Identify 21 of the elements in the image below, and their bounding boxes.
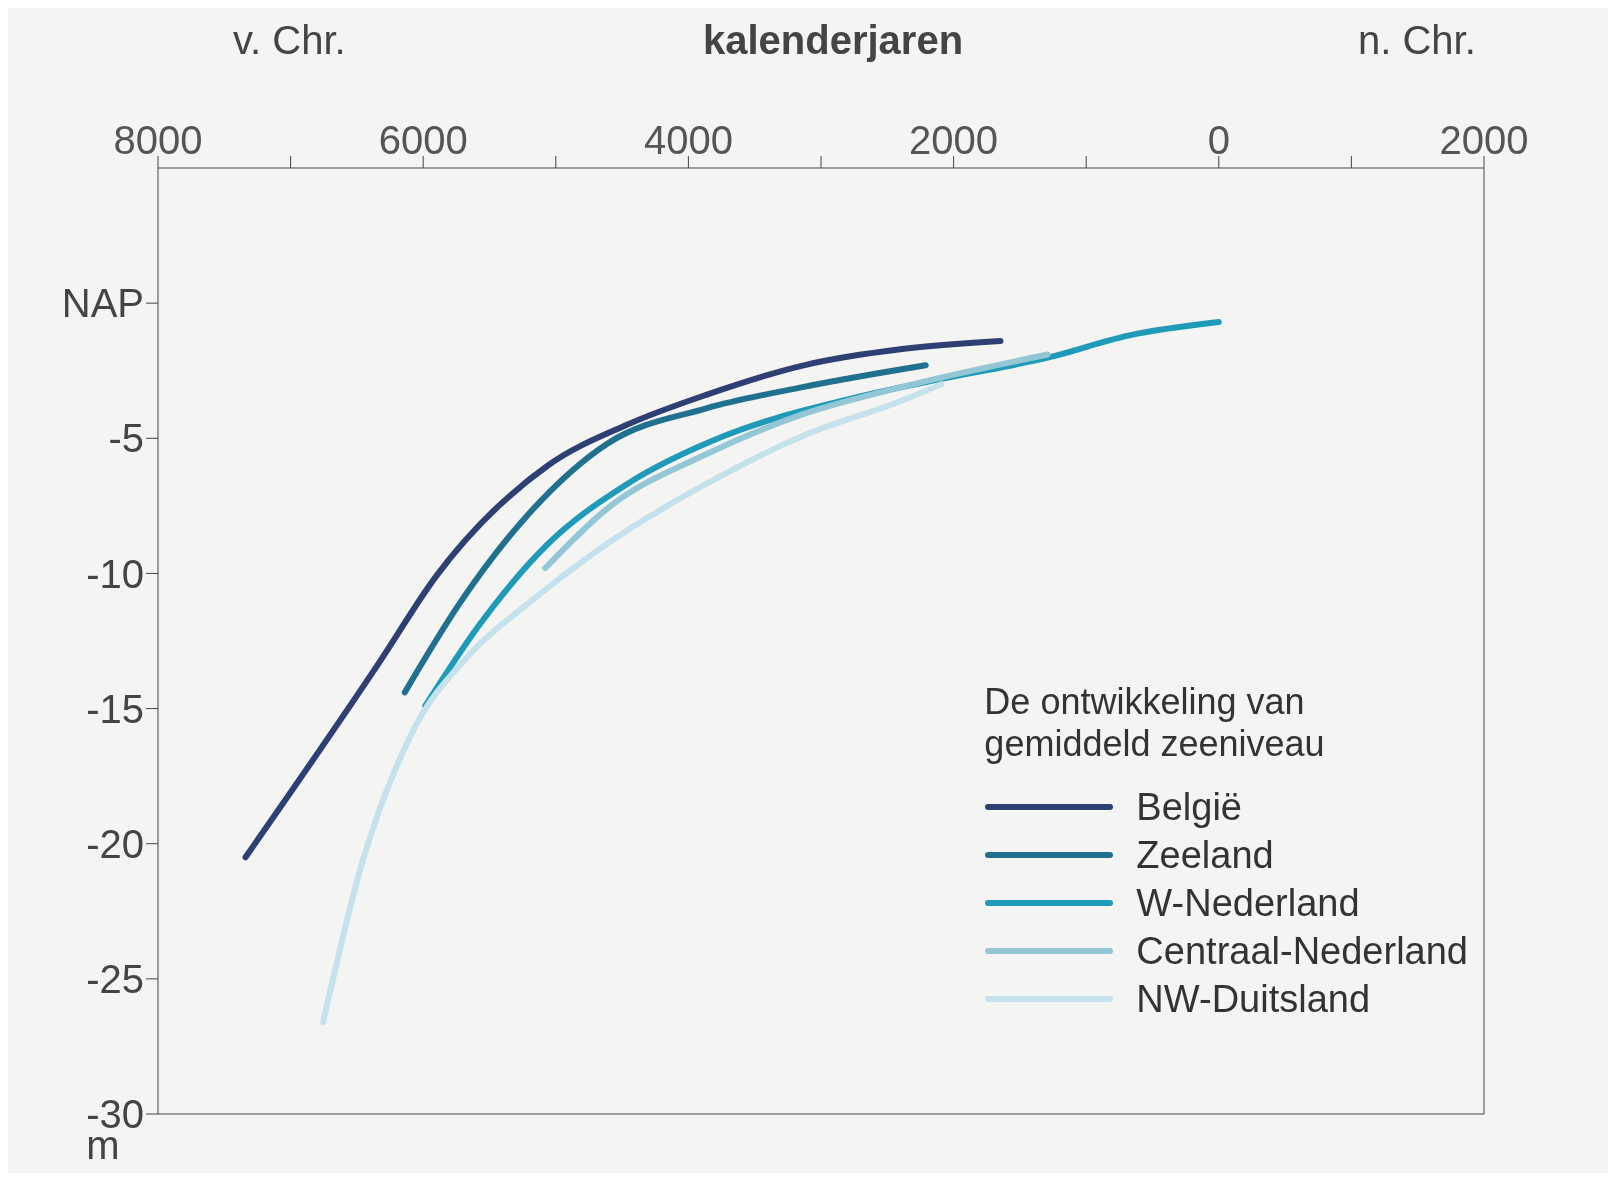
y-tick-label: -10: [86, 551, 144, 596]
y-tick-label: -5: [108, 416, 144, 461]
y-tick-label: -20: [86, 821, 144, 866]
legend-label: Zeeland: [1136, 833, 1274, 877]
x-tick-label: 2000: [909, 118, 999, 162]
x-tick-label: 6000: [378, 118, 468, 162]
y-tick-label: -25: [86, 957, 144, 1002]
legend-label: Centraal-Nederland: [1136, 929, 1468, 973]
x-axis-title: kalenderjaren: [702, 18, 964, 63]
legend-label: België: [1136, 785, 1242, 829]
y-tick-label: NAP: [61, 281, 144, 326]
text: v. Chr.: [233, 18, 346, 63]
x-tick-label: 0: [1207, 118, 1230, 162]
legend-title: De ontwikkeling van gemiddeld zeeniveau: [984, 681, 1326, 765]
legend-label: W-Nederland: [1136, 881, 1360, 925]
x-tick-label: 8000: [113, 118, 203, 162]
y-tick-label: -15: [86, 686, 144, 731]
x-tick-label: 2000: [1439, 118, 1529, 162]
x-tick-label: 4000: [643, 118, 733, 162]
legend-label: NW-Duitsland: [1136, 977, 1371, 1021]
text: n. Chr.: [1358, 18, 1476, 63]
